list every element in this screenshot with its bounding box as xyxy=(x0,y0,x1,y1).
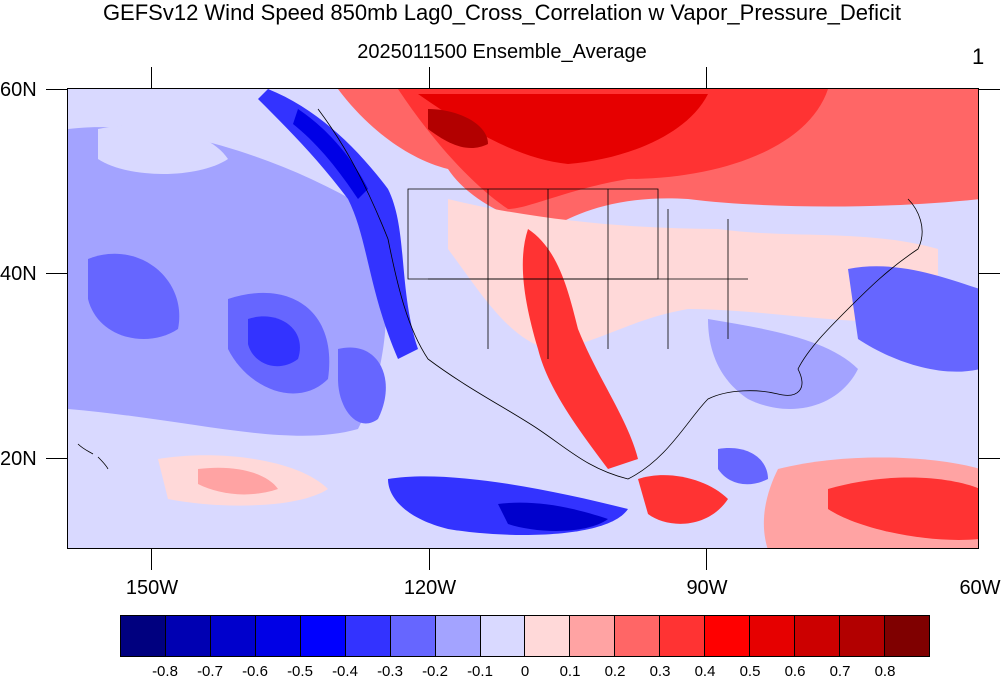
colorbar-tick-label: -0.1 xyxy=(467,663,493,680)
lon-tick-120w xyxy=(429,549,430,570)
coastline-hawaii xyxy=(77,443,109,470)
colorbar-tick-label: 0.3 xyxy=(649,663,671,680)
colorbar-swatch xyxy=(435,616,481,656)
colorbar-tick-label: 0.7 xyxy=(829,663,851,680)
lon-tick-90w-top xyxy=(706,67,707,88)
colorbar-tick-label: -0.4 xyxy=(332,663,358,680)
colorbar-swatch xyxy=(165,616,211,656)
coastline-north-america xyxy=(317,108,923,480)
colorbar-tick-label: -0.8 xyxy=(152,663,178,680)
state-lines xyxy=(428,189,748,359)
lat-label-40n: 40N xyxy=(0,263,37,285)
colorbar-tick-label: 0.4 xyxy=(694,663,716,680)
lon-tick-120w-top xyxy=(429,67,430,88)
colorbar-swatch xyxy=(121,616,166,656)
lat-tick-60n xyxy=(46,89,67,90)
field-caribbean-red-strong xyxy=(828,477,978,540)
colorbar-tick-label: -0.5 xyxy=(287,663,313,680)
colorbar-swatch xyxy=(480,616,526,656)
field-mexico-red xyxy=(522,229,638,469)
lon-tick-150w xyxy=(151,549,152,570)
colorbar-tick-label: -0.6 xyxy=(242,663,268,680)
lat-tick-60n-right xyxy=(979,89,1000,90)
field-atlantic-blue xyxy=(848,266,978,372)
colorbar-tick-label: -0.2 xyxy=(422,663,448,680)
lon-label-120w: 120W xyxy=(403,577,457,599)
colorbar-swatch xyxy=(210,616,256,656)
coastlines xyxy=(77,108,923,480)
colorbar-tick-label: 0.5 xyxy=(739,663,761,680)
colorbar-swatch xyxy=(255,616,301,656)
colorbar-tick-label: 0.8 xyxy=(874,663,896,680)
lat-label-60n: 60N xyxy=(0,79,37,101)
lon-label-60w: 60W xyxy=(959,577,1001,599)
colorbar-swatch xyxy=(345,616,391,656)
lat-tick-40n xyxy=(46,273,67,274)
colorbar-tick-label: -0.7 xyxy=(197,663,223,680)
plot-subtitle: 2025011500 Ensemble_Average xyxy=(357,41,647,63)
field-npac-light xyxy=(98,125,228,174)
field-canada-red-core xyxy=(418,94,708,164)
field-canada-red-max xyxy=(428,109,488,149)
colorbar-tick-label: 0.2 xyxy=(604,663,626,680)
lon-tick-90w xyxy=(706,549,707,570)
ensemble-number: 1 xyxy=(972,44,985,69)
colorbar-tick-label: -0.3 xyxy=(377,663,403,680)
colorbar-swatch xyxy=(300,616,346,656)
colorbar-swatch xyxy=(390,616,436,656)
field-westcoast-band xyxy=(258,89,418,359)
colorbar-swatch xyxy=(750,616,796,656)
lat-tick-40n-right xyxy=(979,273,1000,274)
colorbar-swatch xyxy=(840,616,885,656)
field-westcoast-dark xyxy=(293,109,368,199)
colorbar-swatch xyxy=(660,616,706,656)
lon-label-150w: 150W xyxy=(125,577,179,599)
lon-tick-150w-top xyxy=(151,67,152,88)
colorbar-swatch xyxy=(884,616,929,656)
colorbar-tick-label: 0 xyxy=(520,663,530,680)
colorbar-swatch xyxy=(525,616,571,656)
colorbar-swatch xyxy=(795,616,840,656)
field-pacific-patch-3 xyxy=(248,316,300,367)
map-field-svg xyxy=(68,89,978,548)
plot-title: GEFSv12 Wind Speed 850mb Lag0_Cross_Corr… xyxy=(102,0,902,25)
lat-tick-20n-right xyxy=(979,458,1000,459)
colorbar-tick-label: 0.6 xyxy=(784,663,806,680)
colorbar-swatch xyxy=(570,616,616,656)
lon-label-90w: 90W xyxy=(686,577,728,599)
field-centam-blue xyxy=(718,448,768,485)
field-spac-red xyxy=(198,467,278,495)
lat-tick-20n xyxy=(46,458,67,459)
field-centam-red xyxy=(638,475,728,524)
correlation-map xyxy=(67,88,979,549)
colorbar-tick-label: 0.1 xyxy=(559,663,581,680)
colorbar-swatch xyxy=(615,616,661,656)
field-epac-blue-core xyxy=(498,502,608,531)
field-pacific-patch-4 xyxy=(338,347,386,424)
colorbar-swatch xyxy=(705,616,751,656)
colorbar xyxy=(120,615,930,657)
field-pacific-patch-1 xyxy=(88,253,180,339)
field-gulf-blue xyxy=(708,319,858,409)
lat-label-20n: 20N xyxy=(0,448,37,470)
